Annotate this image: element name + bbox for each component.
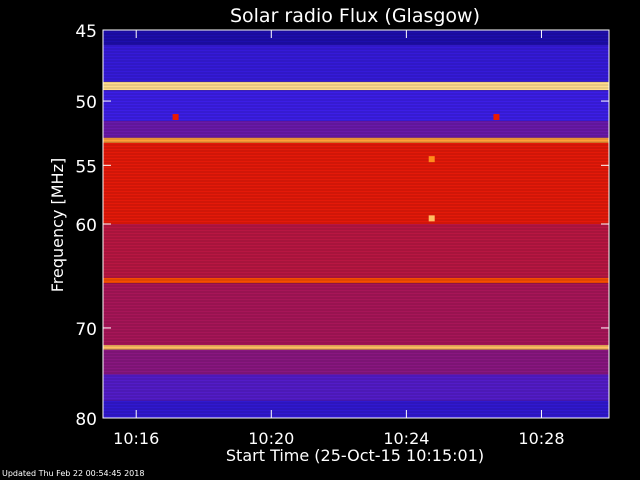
y-tick-label: 60 <box>75 216 97 236</box>
x-tick-label: 10:24 <box>383 429 429 448</box>
chart-title: Solar radio Flux (Glasgow) <box>230 5 480 27</box>
burst-mark-1 <box>428 215 435 222</box>
x-tick-label: 10:16 <box>113 429 159 448</box>
y-tick-label: 80 <box>75 410 97 430</box>
y-tick-label: 45 <box>75 22 97 42</box>
heatmap-band-2 <box>103 81 609 91</box>
updated-timestamp: Updated Thu Feb 22 00:54:45 2018 <box>2 469 145 478</box>
burst-mark-0 <box>428 156 435 163</box>
heatmap-band-11 <box>103 349 609 375</box>
heatmap-area <box>103 30 609 418</box>
heatmap-band-3 <box>103 90 609 121</box>
x-axis-label: Start Time (25-Oct-15 10:15:01) <box>226 446 484 465</box>
burst-mark-2 <box>172 114 179 121</box>
y-tick-label: 55 <box>75 157 97 177</box>
x-tick-label: 10:20 <box>248 429 294 448</box>
heatmap-band-7 <box>103 224 609 278</box>
y-tick-label: 70 <box>75 320 97 340</box>
burst-mark-3 <box>493 114 500 121</box>
heatmap-band-10 <box>103 345 609 350</box>
heatmap-band-13 <box>103 400 609 418</box>
x-tick-label: 10:28 <box>518 429 564 448</box>
heatmap-band-12 <box>103 374 609 401</box>
axes: 45 50 55 60 70 80 10:16 10:20 10:24 10:28 <box>75 22 610 448</box>
heatmap-band-4 <box>103 120 609 138</box>
heatmap-band-9 <box>103 283 609 346</box>
heatmap-band-0 <box>103 30 609 45</box>
y-tick-label: 50 <box>75 93 97 113</box>
heatmap-band-8 <box>103 277 609 284</box>
y-axis-label: Frequency [MHz] <box>48 158 67 292</box>
heatmap-band-5 <box>103 137 609 143</box>
heatmap-band-6 <box>103 142 609 224</box>
heatmap-band-1 <box>103 44 609 82</box>
